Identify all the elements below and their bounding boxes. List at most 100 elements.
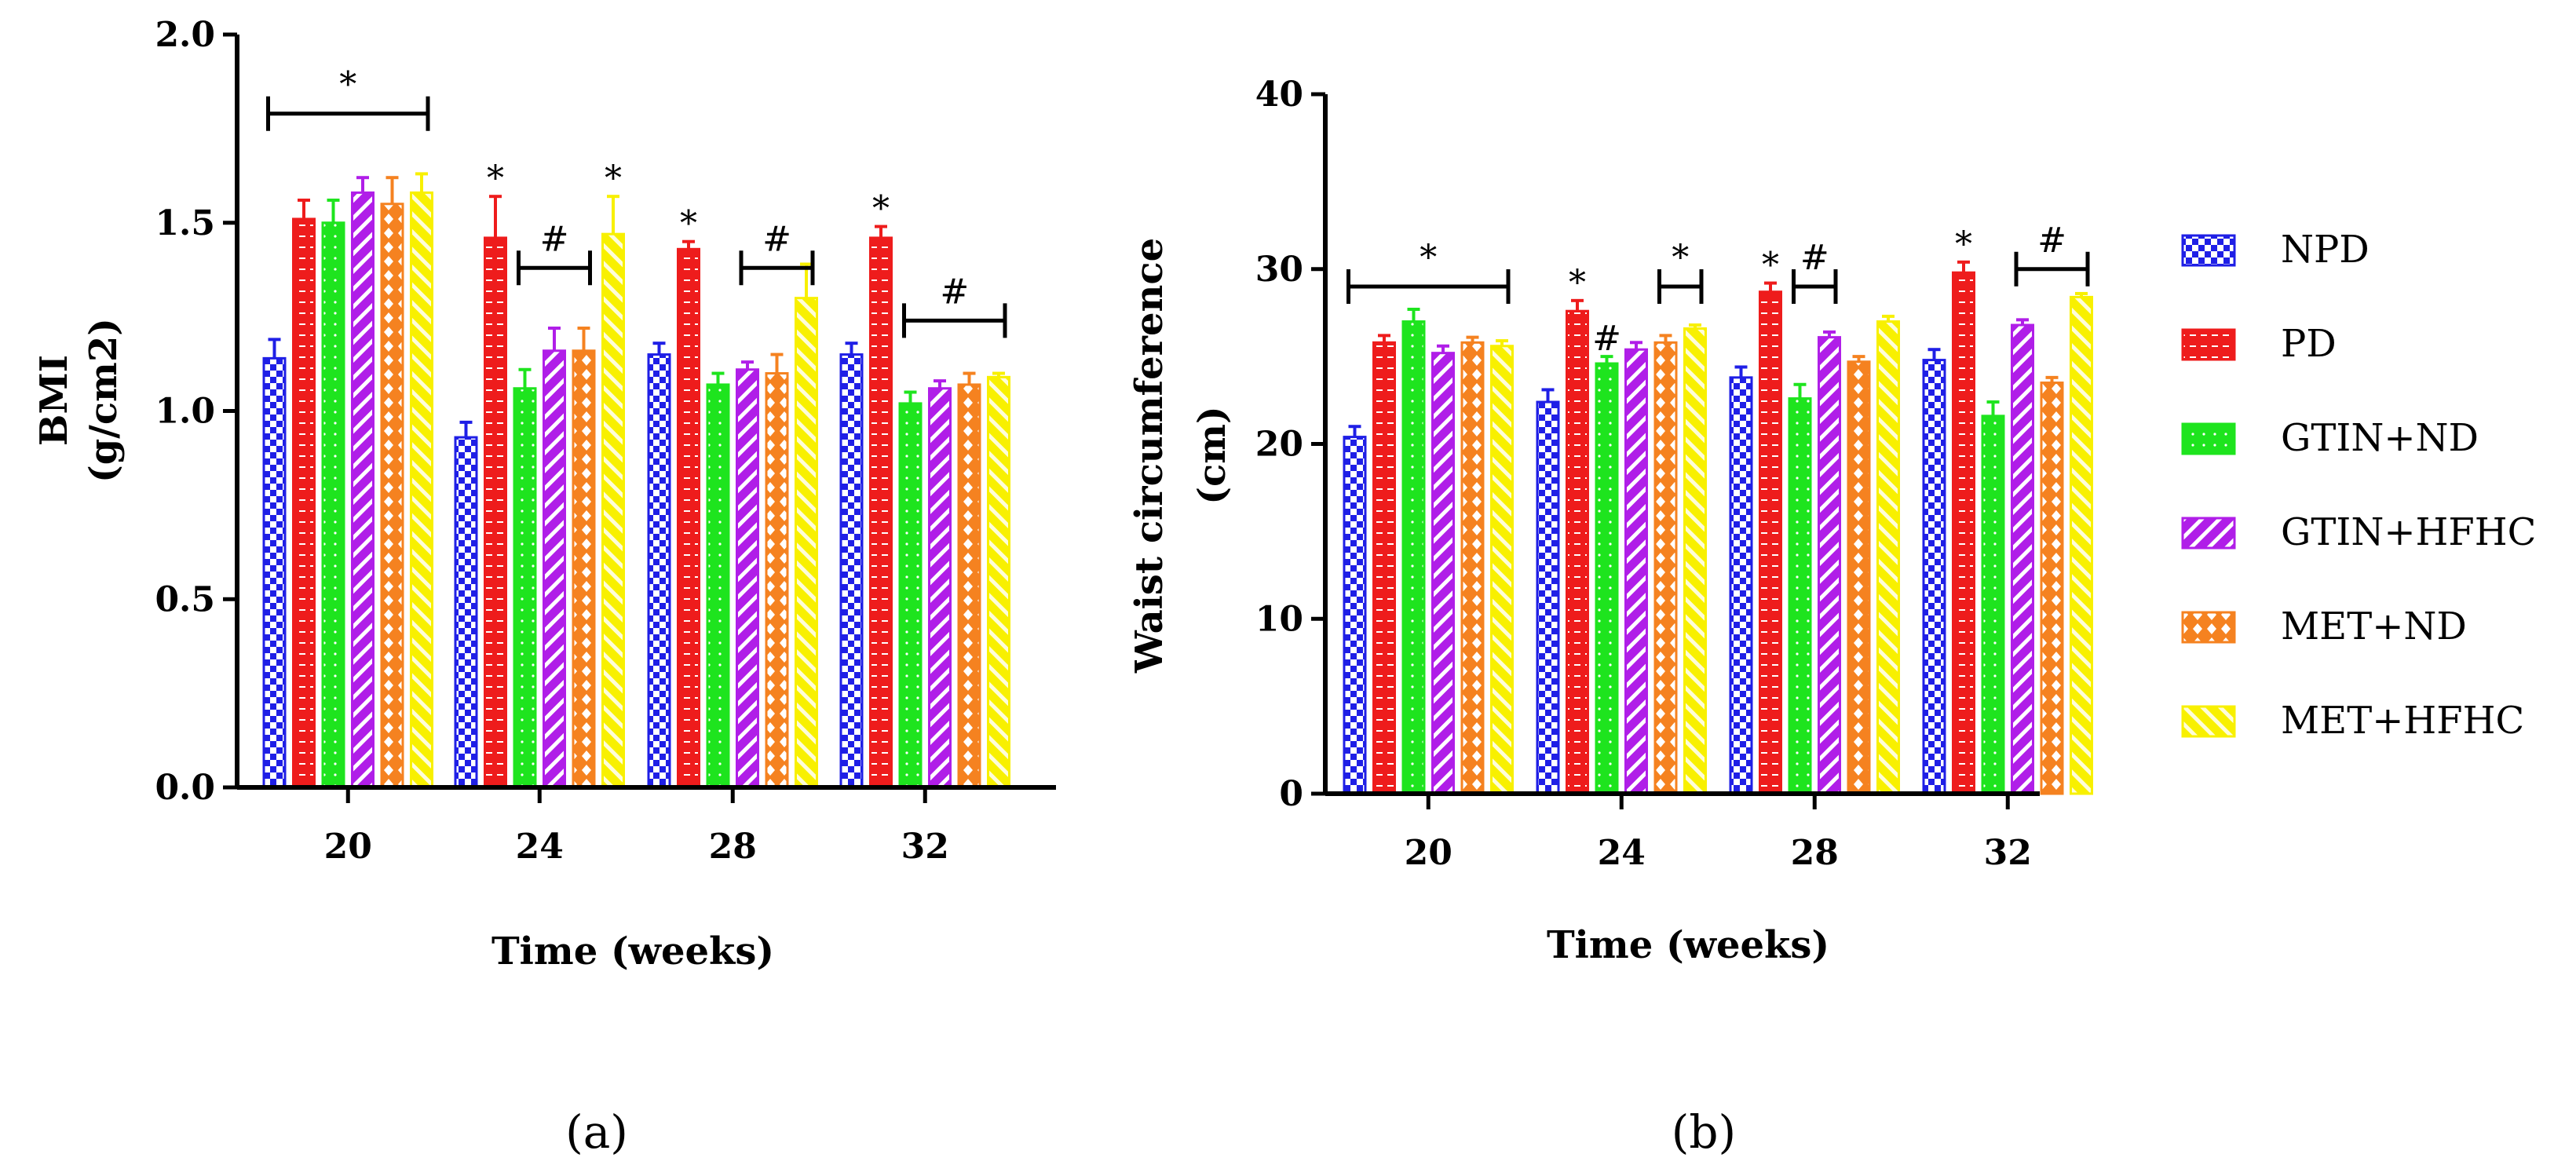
panel-a-bar (543, 349, 566, 789)
panel-a-y-tick-label: 1.5 (155, 203, 215, 243)
legend-swatch (2181, 517, 2236, 550)
panel-b-significance-mark: # (1800, 238, 1829, 278)
legend-swatch (2181, 422, 2236, 455)
panel-b-error-bar (1437, 344, 1449, 353)
panel-b-error-bar (1659, 334, 1672, 343)
legend-label: GTIN+HFHC (2281, 510, 2536, 554)
panel-b-bar (1876, 320, 1900, 795)
panel-b-significance-mark: # (1592, 319, 1621, 359)
panel-b-error-bar (1600, 355, 1613, 364)
panel-b-error-bar (1378, 334, 1390, 343)
panel-a-error-bar (904, 390, 917, 404)
panel-a-error-bar (459, 420, 473, 438)
panel-a-significance-mark: # (540, 219, 569, 259)
panel-a-bar (351, 191, 375, 789)
panel-a-error-bar (741, 360, 754, 370)
panel-b-error-bar (1466, 335, 1479, 343)
panel-a-bar (987, 375, 1010, 789)
panel-a-error-bar (682, 239, 695, 250)
legend-swatch (2181, 234, 2236, 267)
panel-b-x-tick-label: 28 (1791, 833, 1839, 873)
panel-a-x-tick-label: 32 (901, 827, 949, 867)
panel-a-x-tick-label: 20 (324, 827, 372, 867)
panel-b-significance-mark: # (2037, 221, 2066, 261)
panel-a-bar (454, 436, 478, 789)
panel-b-bar (1460, 341, 1485, 795)
panel-a-bar (513, 387, 537, 789)
panel-b-bar (1653, 341, 1678, 795)
panel-b-significance-mark: * (1569, 263, 1586, 303)
panel-a-significance-mark: * (487, 159, 504, 199)
panel-a-significance-bracket: # (739, 219, 815, 286)
panel-b-error-bar (1541, 388, 1555, 403)
panel-a-y-axis-title-line2: (g/cm2) (82, 318, 126, 483)
legend-label: MET+HFHC (2281, 699, 2524, 743)
panel-a-bar (795, 297, 818, 789)
panel-b-label: (b) (1672, 1105, 1736, 1159)
panel-a-significance-mark: # (940, 272, 969, 312)
panel-a-error-bar (548, 327, 561, 351)
panel-a-bar (957, 383, 981, 789)
legend-label: NPD (2281, 228, 2370, 272)
panel-b-bar (1922, 359, 1946, 795)
panel-b-significance-bracket: * (1657, 238, 1704, 305)
legend-swatch (2181, 328, 2236, 361)
panel-b-bar (1952, 271, 1975, 795)
panel-a-error-bar (415, 172, 428, 193)
panel-b-x-tick-label: 32 (1984, 833, 2032, 873)
panel-a-bar (869, 236, 893, 789)
panel-a-significance-mark: # (762, 219, 791, 259)
panel-b-bar (2070, 295, 2093, 795)
panel-a-y-axis-title-line1: BMI (32, 355, 76, 446)
panel-b-bar (1759, 290, 1782, 795)
panel-b-error-bar (1348, 425, 1361, 437)
panel-a-error-bar (607, 195, 619, 235)
panel-b-bar (1566, 309, 1589, 795)
panel-b-significance-mark: * (1762, 246, 1779, 286)
legend-swatch (2181, 705, 2236, 738)
panel-a-error-bar (489, 195, 502, 238)
panel-b-y-tick-label: 30 (1255, 250, 1303, 290)
legend-item: PD (2181, 322, 2337, 366)
panel-b-error-bar (1407, 307, 1420, 322)
panel-b-error-bar (1882, 314, 1895, 322)
panel-b-significance-bracket: # (2014, 221, 2090, 287)
panel-b-y-axis-title-line2: (cm) (1190, 406, 1234, 504)
panel-a-y-tick-label: 0.0 (155, 768, 215, 808)
legend-label: GTIN+ND (2281, 416, 2479, 460)
panel-b-significance-bracket: * (1346, 238, 1511, 305)
panel-b-bar (1343, 436, 1367, 795)
panel-b-error-bar (1823, 330, 1836, 338)
panel-a-significance-bracket: * (266, 65, 430, 131)
panel-a-bar (601, 232, 625, 789)
panel-a-error-bar (770, 352, 784, 374)
panel-b-y-tick-label: 40 (1255, 75, 1303, 115)
panel-a-error-bar (934, 379, 946, 389)
panel-a-significance-bracket: # (517, 219, 592, 286)
legend-item: GTIN+ND (2181, 416, 2479, 460)
panel-a-bar (736, 368, 759, 789)
legend-item: GTIN+HFHC (2181, 510, 2536, 554)
panel-b-error-bar (1957, 260, 1970, 273)
panel-b-error-bar (2045, 375, 2059, 383)
legend: NPD PD GTIN+ND GTIN+HFHC MET+ND MET+HFHC (2181, 228, 2536, 743)
panel-a-bar (839, 353, 864, 789)
panel-a-bar (928, 387, 952, 789)
panel-b-x-tick-label: 24 (1598, 833, 1646, 873)
panel-a-error-bar (356, 176, 369, 193)
panel-a-error-bar (652, 341, 666, 355)
panel-b-bar (1683, 327, 1707, 795)
panel-b-error-bar (1571, 298, 1584, 312)
panel-a-bar (706, 383, 730, 789)
panel-a-bar (410, 191, 433, 789)
panel-b-bar (1981, 415, 2005, 795)
panel-a-x-tick-label: 24 (516, 827, 564, 867)
panel-a-error-bar (577, 327, 590, 351)
panel-a-error-bar (385, 176, 399, 204)
panel-a-bar (262, 356, 287, 789)
legend-item: MET+HFHC (2181, 699, 2524, 743)
panel-a-significance-mark: * (680, 204, 697, 244)
panel-a-label: (a) (565, 1105, 628, 1159)
